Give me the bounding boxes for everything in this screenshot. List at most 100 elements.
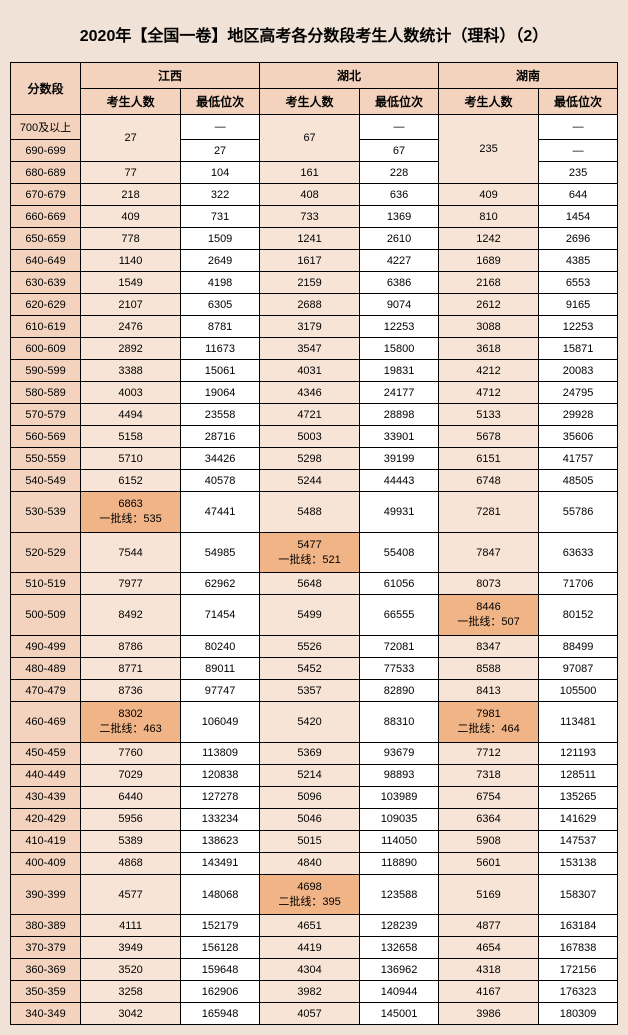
table-cell: 560-569: [11, 426, 81, 448]
table-cell: 47441: [181, 492, 260, 533]
table-cell: 731: [181, 206, 260, 228]
table-cell: 7760: [81, 742, 181, 764]
table-cell: 6386: [360, 272, 439, 294]
table-cell: 55408: [360, 532, 439, 573]
table-cell: 520-529: [11, 532, 81, 573]
header-province-jx: 江西: [81, 63, 260, 89]
table-cell: 97747: [181, 680, 260, 702]
table-cell: 88310: [360, 702, 439, 743]
table-cell: 4057: [259, 1003, 359, 1025]
table-cell: 8302二批线：463: [81, 702, 181, 743]
table-cell: 28716: [181, 426, 260, 448]
table-cell: 580-589: [11, 382, 81, 404]
header-rank: 最低位次: [360, 89, 439, 115]
table-cell: 450-459: [11, 742, 81, 764]
table-cell: 15061: [181, 360, 260, 382]
table-cell: 6754: [438, 786, 538, 808]
table-cell: 167838: [539, 937, 618, 959]
table-cell: 1454: [539, 206, 618, 228]
table-cell: 3388: [81, 360, 181, 382]
table-cell: 2476: [81, 316, 181, 338]
table-row: 630-639154941982159638621686553: [11, 272, 618, 294]
table-cell: 3986: [438, 1003, 538, 1025]
table-cell: 2610: [360, 228, 439, 250]
table-cell: 6863一批线：535: [81, 492, 181, 533]
header-rank: 最低位次: [539, 89, 618, 115]
table-cell: 27: [181, 140, 260, 162]
table-cell: 5908: [438, 830, 538, 852]
table-row: 410-419538913862350151140505908147537: [11, 830, 618, 852]
table-cell: 9165: [539, 294, 618, 316]
table-cell: 4304: [259, 959, 359, 981]
table-cell: 121193: [539, 742, 618, 764]
table-cell: 4654: [438, 937, 538, 959]
table-cell: 600-609: [11, 338, 81, 360]
table-cell: 390-399: [11, 874, 81, 915]
table-cell: 145001: [360, 1003, 439, 1025]
table-cell: 420-429: [11, 808, 81, 830]
table-cell: 1617: [259, 250, 359, 272]
table-cell: 20083: [539, 360, 618, 382]
table-cell: 40578: [181, 470, 260, 492]
table-cell: 7318: [438, 764, 538, 786]
table-cell: 644: [539, 184, 618, 206]
table-cell: 5214: [259, 764, 359, 786]
table-cell: 590-599: [11, 360, 81, 382]
table-cell: 640-649: [11, 250, 81, 272]
table-cell: 7977: [81, 573, 181, 595]
table-cell: 3042: [81, 1003, 181, 1025]
table-cell: 158307: [539, 874, 618, 915]
table-cell: 7712: [438, 742, 538, 764]
score-table: 分数段 江西 湖北 湖南 考生人数 最低位次 考生人数 最低位次 考生人数 最低…: [10, 62, 618, 1025]
table-cell: 430-439: [11, 786, 81, 808]
table-cell: 5003: [259, 426, 359, 448]
table-cell: 4212: [438, 360, 538, 382]
table-cell: 5477一批线：521: [259, 532, 359, 573]
table-cell: 322: [181, 184, 260, 206]
table-row: 430-439644012727850961039896754135265: [11, 786, 618, 808]
table-cell: 5389: [81, 830, 181, 852]
table-cell: 3547: [259, 338, 359, 360]
table-cell: 5956: [81, 808, 181, 830]
table-row: 380-389411115217946511282394877163184: [11, 915, 618, 937]
table-cell: 113481: [539, 702, 618, 743]
table-cell: 7544: [81, 532, 181, 573]
table-cell: 7281: [438, 492, 538, 533]
table-cell: 8786: [81, 636, 181, 658]
table-cell: 409: [438, 184, 538, 206]
header-range: 分数段: [11, 63, 81, 115]
table-cell: 4494: [81, 404, 181, 426]
table-row: 580-589400319064434624177471224795: [11, 382, 618, 404]
table-row: 360-369352015964843041369624318172156: [11, 959, 618, 981]
table-cell: 135265: [539, 786, 618, 808]
table-row: 500-5098492714545499665558446一批线：5078015…: [11, 595, 618, 636]
table-cell: 128239: [360, 915, 439, 937]
table-cell: 6553: [539, 272, 618, 294]
table-cell: 80240: [181, 636, 260, 658]
table-row: 390-39945771480684698二批线：395123588516915…: [11, 874, 618, 915]
table-cell: 340-349: [11, 1003, 81, 1025]
table-cell: 77: [81, 162, 181, 184]
table-cell: 6305: [181, 294, 260, 316]
table-row: 480-489877189011545277533858897087: [11, 658, 618, 680]
table-cell: 4346: [259, 382, 359, 404]
table-cell: 5133: [438, 404, 538, 426]
table-cell: 19064: [181, 382, 260, 404]
table-cell: 4721: [259, 404, 359, 426]
table-row: 440-44970291208385214988937318128511: [11, 764, 618, 786]
table-cell: 132658: [360, 937, 439, 959]
table-cell: 62962: [181, 573, 260, 595]
table-cell: 610-619: [11, 316, 81, 338]
table-cell: 93679: [360, 742, 439, 764]
table-cell: 49931: [360, 492, 439, 533]
table-cell: 8736: [81, 680, 181, 702]
table-cell: 19831: [360, 360, 439, 382]
table-cell: 7029: [81, 764, 181, 786]
table-cell: 165948: [181, 1003, 260, 1025]
table-cell: 172156: [539, 959, 618, 981]
table-cell: 54985: [181, 532, 260, 573]
table-cell: 15871: [539, 338, 618, 360]
table-cell: 5601: [438, 852, 538, 874]
table-cell: 5357: [259, 680, 359, 702]
table-row: 420-429595613323450461090356364141629: [11, 808, 618, 830]
